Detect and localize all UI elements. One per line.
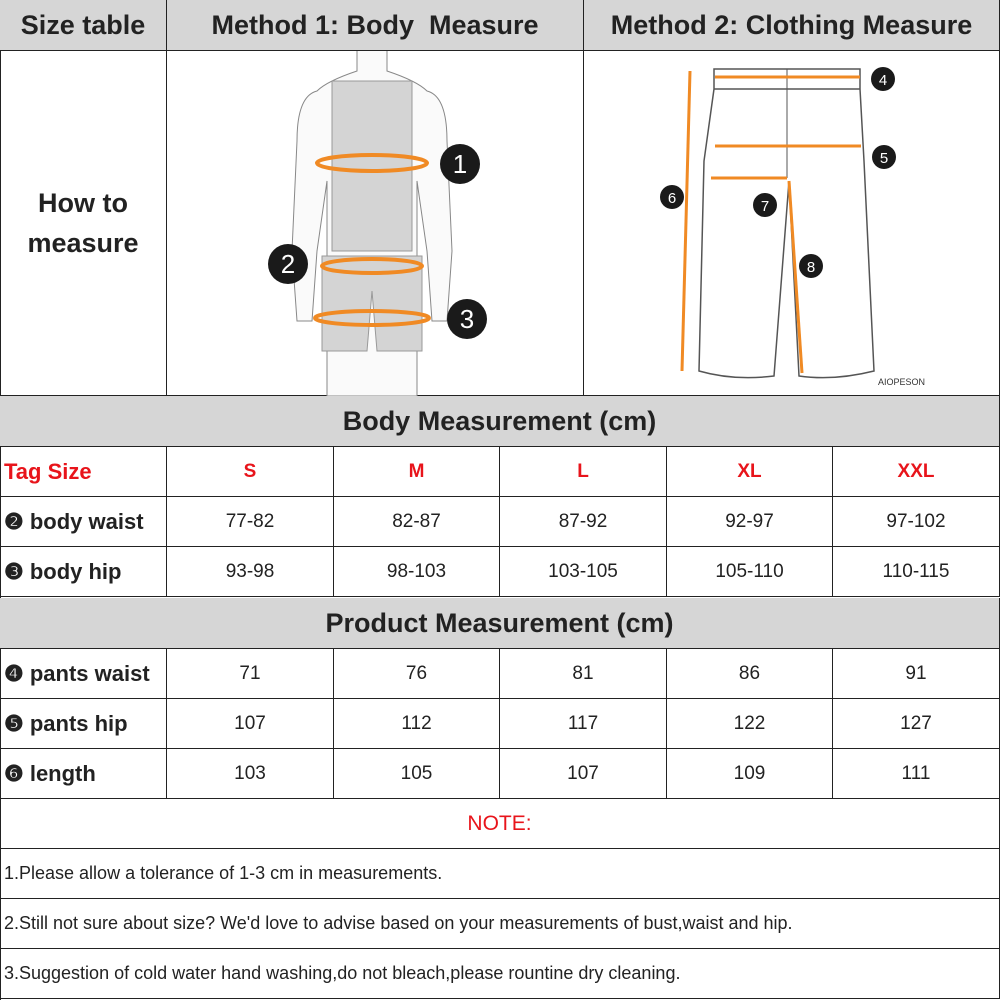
tag-size-label: Tag Size (0, 447, 167, 497)
body-figure-icon: 1 2 3 (268, 51, 487, 396)
pants-diagram: 4 5 6 7 8 AIOPESON (584, 51, 1000, 396)
size-header-xl: XL (667, 447, 833, 497)
size-header-s: S (167, 447, 334, 497)
table-cell: 112 (334, 699, 500, 749)
table-cell: 111 (833, 749, 1000, 799)
size-header-xxl: XXL (833, 447, 1000, 497)
marker-7: 7 (761, 198, 769, 215)
table-cell: 103 (167, 749, 334, 799)
size-header-l: L (500, 447, 667, 497)
marker-2: 2 (281, 249, 295, 279)
table-cell: 97-102 (833, 497, 1000, 547)
table-cell: 77-82 (167, 497, 334, 547)
marker-1: 1 (453, 149, 467, 179)
product-measurement-title: Product Measurement (cm) (0, 598, 1000, 649)
method1-header: Method 1: Body Measure (167, 0, 584, 51)
watermark: AIOPESON (878, 377, 925, 387)
method2-header: Method 2: Clothing Measure (584, 0, 1000, 51)
body-measurement-title: Body Measurement (cm) (0, 396, 1000, 447)
table-cell: 86 (667, 649, 833, 699)
table-cell: 109 (667, 749, 833, 799)
row-label: ❻ length (0, 749, 167, 799)
table-cell: 117 (500, 699, 667, 749)
note-1: 1.Please allow a tolerance of 1-3 cm in … (0, 849, 1000, 899)
table-cell: 81 (500, 649, 667, 699)
row-label: ❷ body waist (0, 497, 167, 547)
size-header-m: M (334, 447, 500, 497)
table-cell: 82-87 (334, 497, 500, 547)
note-2: 2.Still not sure about size? We'd love t… (0, 899, 1000, 949)
marker-8: 8 (807, 259, 815, 276)
row-label: ❸ body hip (0, 547, 167, 597)
table-cell: 87-92 (500, 497, 667, 547)
table-cell: 92-97 (667, 497, 833, 547)
body-diagram: 1 2 3 (167, 51, 584, 396)
table-cell: 127 (833, 699, 1000, 749)
table-cell: 103-105 (500, 547, 667, 597)
table-cell: 76 (334, 649, 500, 699)
marker-5: 5 (880, 150, 888, 167)
how-to-line1: How to (38, 188, 128, 218)
size-table-header: Size table (0, 0, 167, 51)
how-to-measure-label: How to measure (0, 51, 167, 396)
table-cell: 122 (667, 699, 833, 749)
table-cell: 93-98 (167, 547, 334, 597)
row-label: ❺ pants hip (0, 699, 167, 749)
table-cell: 107 (167, 699, 334, 749)
table-cell: 71 (167, 649, 334, 699)
note-3: 3.Suggestion of cold water hand washing,… (0, 949, 1000, 999)
table-cell: 98-103 (334, 547, 500, 597)
table-cell: 105-110 (667, 547, 833, 597)
marker-6: 6 (668, 190, 676, 207)
how-to-line2: measure (27, 228, 139, 258)
table-cell: 105 (334, 749, 500, 799)
note-title: NOTE: (0, 799, 1000, 849)
table-cell: 91 (833, 649, 1000, 699)
marker-3: 3 (460, 304, 474, 334)
table-cell: 110-115 (833, 547, 1000, 597)
marker-4: 4 (879, 72, 887, 89)
table-cell: 107 (500, 749, 667, 799)
row-label: ❹ pants waist (0, 649, 167, 699)
pants-figure-icon: 4 5 6 7 8 AIOPESON (660, 67, 925, 387)
